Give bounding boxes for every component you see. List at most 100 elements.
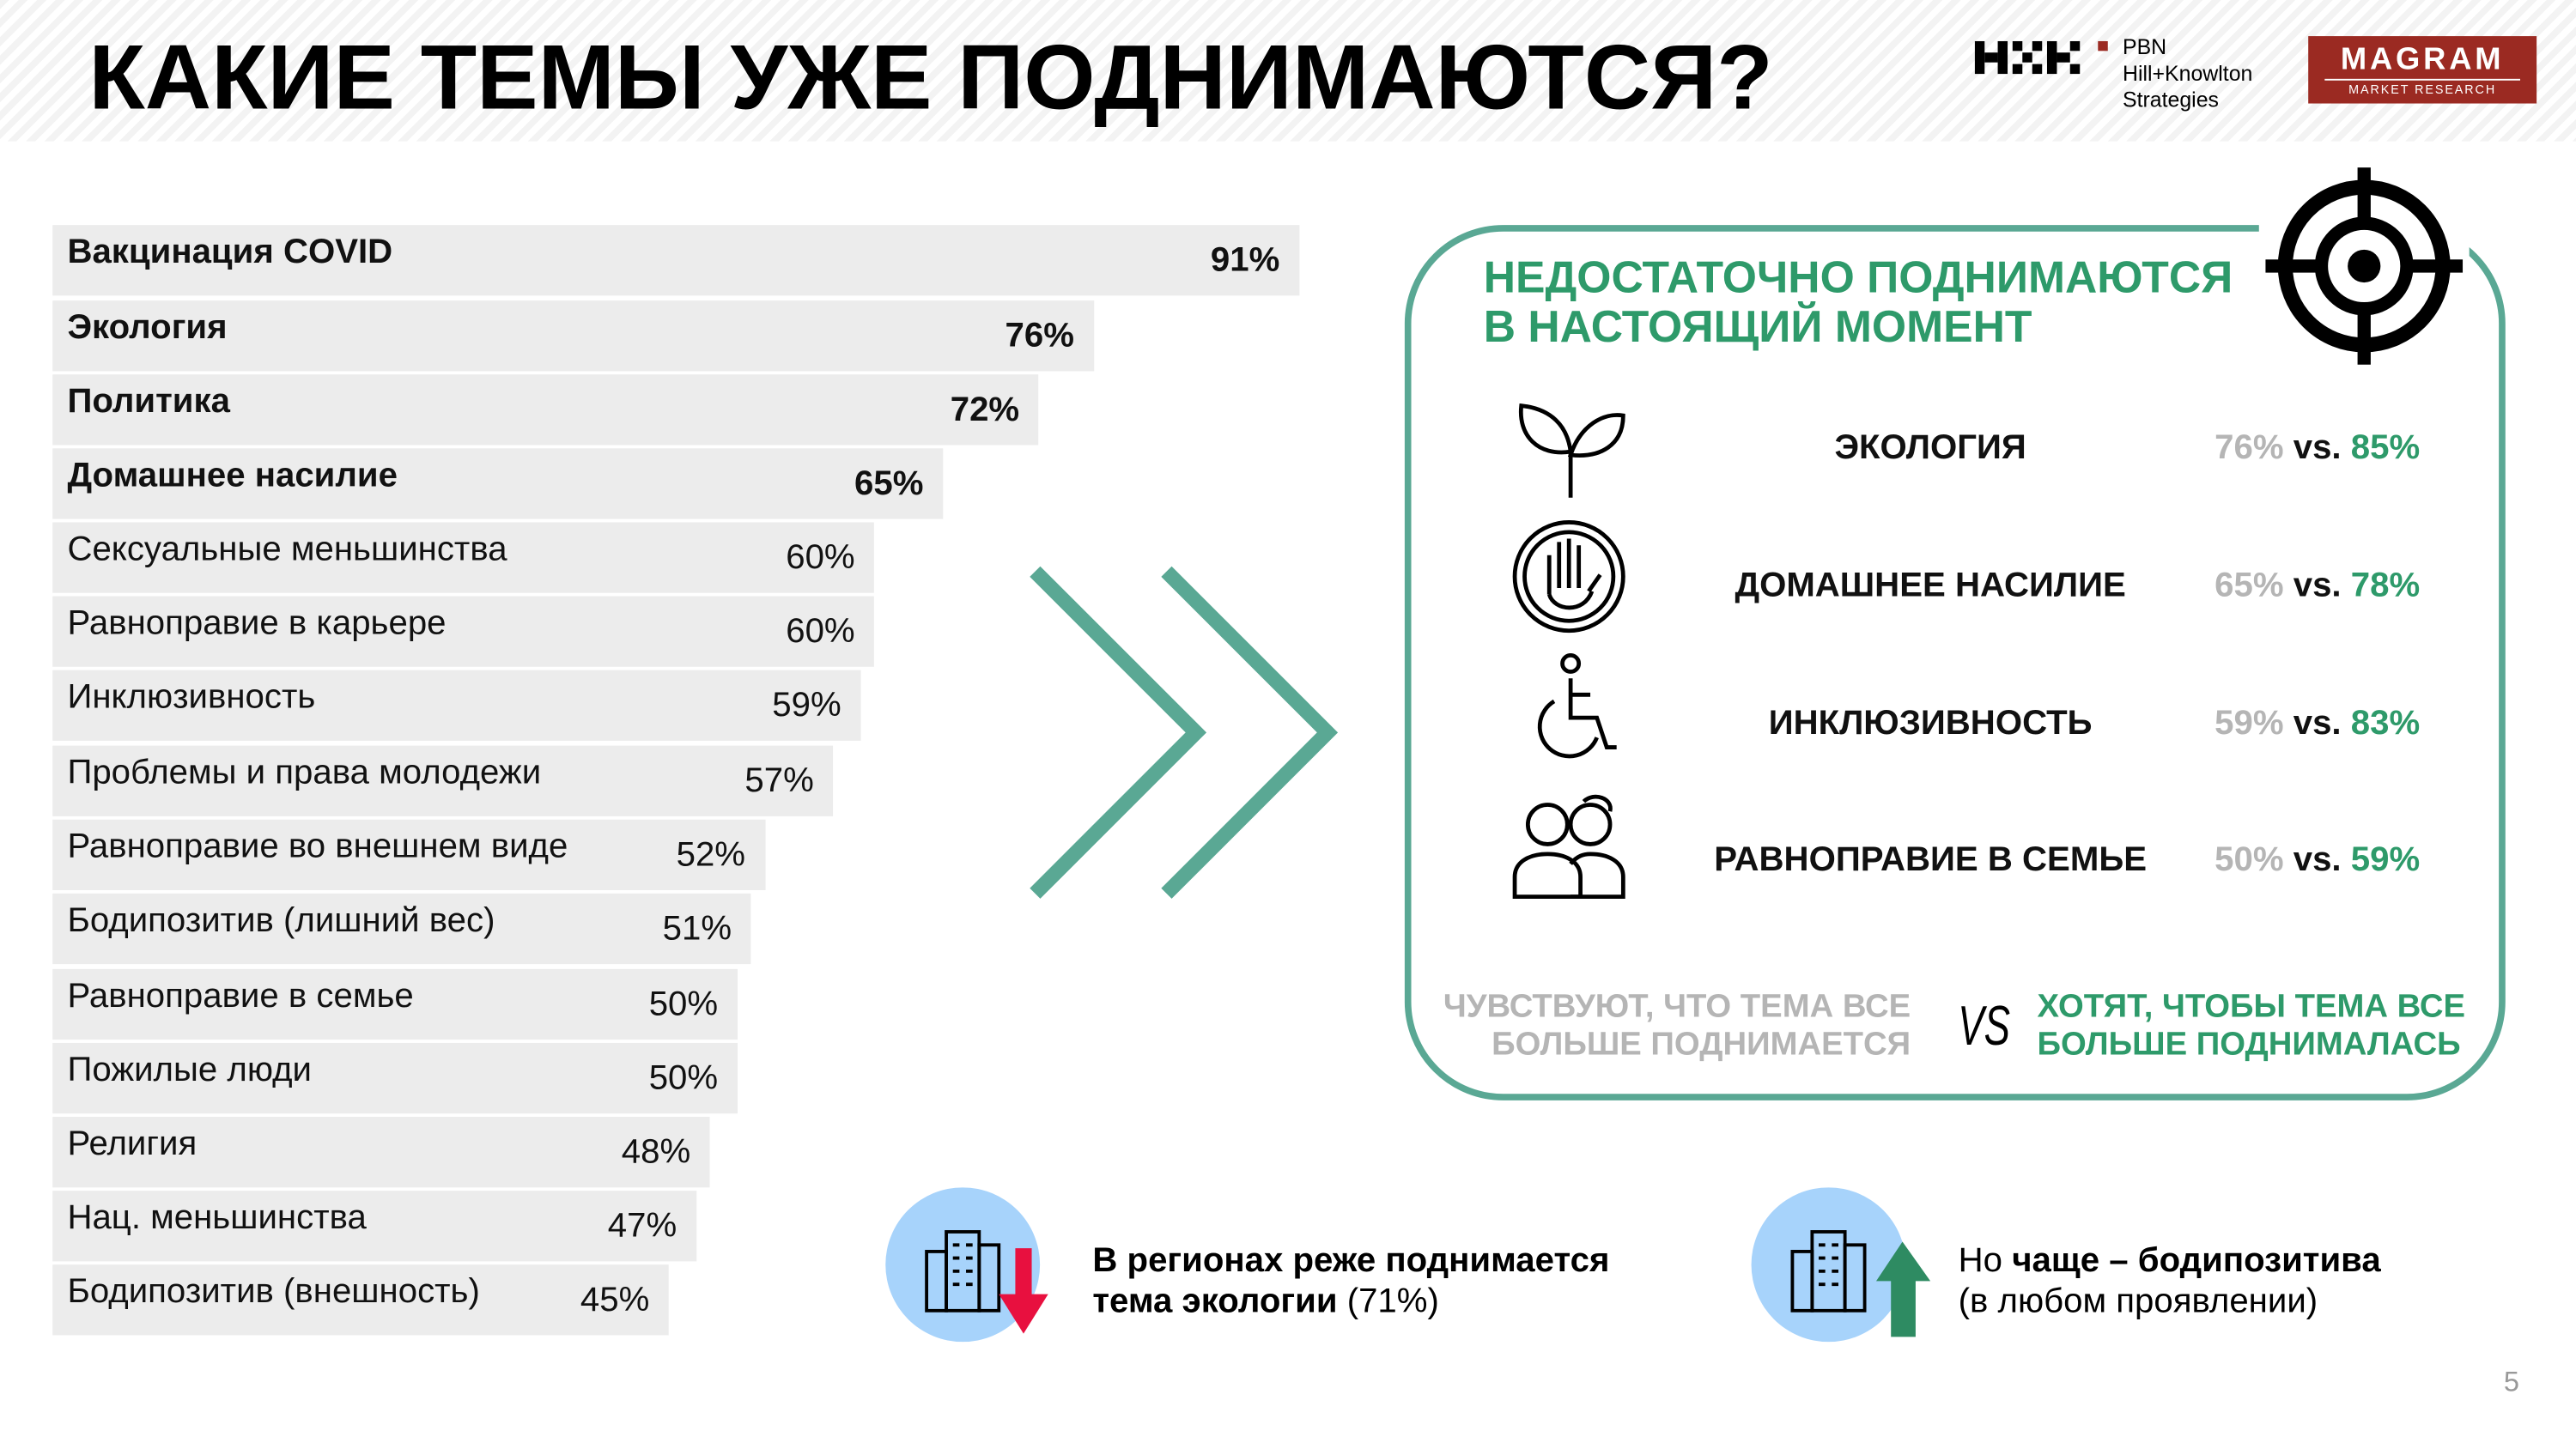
- bar-label: Пожилые люди: [67, 1051, 312, 1089]
- panel-title-line: В НАСТОЯЩИЙ МОМЕНТ: [1483, 302, 2032, 352]
- vs-label: vs.: [2293, 567, 2342, 605]
- bar-value-label: 72%: [950, 391, 1020, 429]
- bar-value-label: 45%: [580, 1281, 650, 1319]
- wanted-value: 83%: [2350, 704, 2421, 743]
- bar-value-label: 52%: [676, 835, 746, 874]
- topic-name: ДОМАШНЕЕ НАСИЛИЕ: [1735, 567, 2126, 605]
- bar: Пожилые люди 50%: [52, 1042, 738, 1114]
- note-bold: тема экологии: [1092, 1282, 1338, 1321]
- legend-line: БОЛЬШЕ ПОДНИМАЕТСЯ: [1492, 1026, 1911, 1063]
- pbn-line: PBN: [2122, 34, 2167, 59]
- bar: Религия 48%: [52, 1117, 711, 1188]
- topic-values: 50% vs. 59%: [2215, 841, 2420, 881]
- topic-name: РАВНОПРАВИЕ В СЕМЬЕ: [1714, 840, 2147, 879]
- vs-label: vs.: [2293, 428, 2342, 467]
- bar: Вакцинация COVID 91%: [52, 225, 1300, 296]
- bar-value-label: 47%: [607, 1207, 677, 1246]
- bar-label: Сексуальные меньшинства: [67, 530, 507, 569]
- bar-label: Равноправие во внешнем виде: [67, 828, 568, 866]
- pbn-logo-text: PBN Hill+Knowlton Strategies: [2123, 34, 2252, 113]
- magram-logo: MAGRAM MARKET RESEARCH: [2308, 36, 2537, 104]
- bar-value-label: 65%: [854, 464, 924, 503]
- pbn-line: Strategies: [2122, 87, 2220, 112]
- topic-values: 65% vs. 78%: [2215, 567, 2420, 606]
- bar-value-label: 51%: [662, 909, 732, 948]
- legend-line: БОЛЬШЕ ПОДНИМАЛАСЬ: [2037, 1026, 2461, 1063]
- felt-value: 50%: [2215, 840, 2284, 879]
- bar-label: Нац. меньшинства: [67, 1198, 367, 1237]
- bar: Домашнее насилие 65%: [52, 448, 944, 519]
- topic-values: 59% vs. 83%: [2215, 705, 2420, 744]
- bar: Равноправие в карьере 60%: [52, 596, 875, 667]
- bar: Проблемы и права молодежи 57%: [52, 745, 834, 816]
- felt-value: 65%: [2215, 567, 2284, 605]
- bar: Экология 76%: [52, 300, 1094, 372]
- bar-value-label: 57%: [744, 761, 814, 800]
- header-band: [0, 0, 2576, 142]
- topic-name: ИНКЛЮЗИВНОСТЬ: [1768, 704, 2093, 743]
- note-regions-ecology: В регионах реже поднимается тема экологи…: [1092, 1240, 1609, 1323]
- bar-label: Экология: [67, 308, 228, 347]
- bar-value-label: 60%: [786, 612, 855, 651]
- wanted-value: 59%: [2350, 840, 2421, 879]
- double-chevron-right-icon: [1030, 566, 1339, 899]
- bar-value-label: 59%: [772, 686, 841, 724]
- bar-label: Равноправие в карьере: [67, 604, 447, 643]
- legend-line: ХОТЯТ, ЧТОБЫ ТЕМА ВСЕ: [2037, 988, 2466, 1025]
- pbn-line: Hill+Knowlton: [2122, 60, 2253, 86]
- page-title: КАКИЕ ТЕМЫ УЖЕ ПОДНИМАЮТСЯ?: [88, 24, 1773, 129]
- legend-line: ЧУВСТВУЮТ, ЧТО ТЕМА ВСЕ: [1443, 988, 1911, 1025]
- vs-label: vs.: [2293, 704, 2342, 743]
- topic-values: 76% vs. 85%: [2215, 428, 2420, 468]
- bar: Нац. меньшинства 47%: [52, 1191, 697, 1262]
- bar: Бодипозитив (внешность) 45%: [52, 1264, 670, 1336]
- wanted-value: 85%: [2350, 428, 2421, 467]
- note-bold: чаще – бодипозитива: [2012, 1241, 2381, 1280]
- bar-label: Проблемы и права молодежи: [67, 754, 542, 792]
- couple-icon: [1512, 794, 1625, 900]
- wanted-value: 78%: [2350, 567, 2421, 605]
- bar-label: Инклюзивность: [67, 678, 316, 717]
- bar-label: Религия: [67, 1125, 197, 1163]
- note-text: (в любом проявлении): [1958, 1282, 2318, 1321]
- bar-label: Бодипозитив (внешность): [67, 1272, 480, 1311]
- note-bold: В регионах реже поднимается: [1092, 1241, 1610, 1280]
- bar-label: Домашнее насилие: [67, 456, 398, 494]
- magram-subtitle: MARKET RESEARCH: [2348, 82, 2497, 97]
- bar-value-label: 50%: [648, 985, 719, 1023]
- felt-value: 76%: [2215, 428, 2284, 467]
- legend-felt: ЧУВСТВУЮТ, ЧТО ТЕМА ВСЕ БОЛЬШЕ ПОДНИМАЕТ…: [1413, 989, 1911, 1064]
- target-icon: [2258, 164, 2470, 368]
- bar-label: Политика: [67, 382, 230, 421]
- legend-vs: VS: [1958, 995, 2011, 1058]
- sprout-icon: [1518, 403, 1625, 498]
- bar: Сексуальные меньшинства 60%: [52, 522, 875, 593]
- pbn-logo-icon: [1974, 40, 2108, 75]
- legend-wanted: ХОТЯТ, ЧТОБЫ ТЕМА ВСЕ БОЛЬШЕ ПОДНИМАЛАСЬ: [2037, 989, 2465, 1064]
- panel-title-line: НЕДОСТАТОЧНО ПОДНИМАЮТСЯ: [1483, 252, 2233, 303]
- bar-label: Вакцинация COVID: [67, 233, 393, 271]
- wheelchair-icon: [1537, 653, 1617, 759]
- topic-name: ЭКОЛОГИЯ: [1834, 428, 2026, 467]
- undercovered-topics-panel: [1404, 225, 2506, 1100]
- bar-label: Бодипозитив (лишний вес): [67, 901, 495, 940]
- bar-value-label: 50%: [648, 1059, 719, 1098]
- bar-value-label: 91%: [1210, 241, 1280, 280]
- stop-hand-icon: [1512, 520, 1625, 634]
- bar: Политика 72%: [52, 374, 1040, 446]
- city-down-arrow-icon: [885, 1187, 1048, 1343]
- bar: Равноправие во внешнем виде 52%: [52, 819, 765, 891]
- page-number: 5: [2503, 1366, 2519, 1398]
- note-value: (71%): [1337, 1282, 1439, 1321]
- city-up-arrow-icon: [1751, 1187, 1931, 1343]
- bar-value-label: 76%: [1005, 317, 1074, 355]
- vs-label: vs.: [2293, 840, 2342, 879]
- bar-label: Равноправие в семье: [67, 977, 414, 1016]
- note-text: Но: [1958, 1241, 2013, 1280]
- felt-value: 59%: [2215, 704, 2284, 743]
- magram-name: MAGRAM: [2324, 43, 2521, 81]
- bar: Инклюзивность 59%: [52, 670, 861, 741]
- bar-value-label: 48%: [621, 1133, 691, 1172]
- panel-title: НЕДОСТАТОЧНО ПОДНИМАЮТСЯ В НАСТОЯЩИЙ МОМ…: [1484, 253, 2233, 352]
